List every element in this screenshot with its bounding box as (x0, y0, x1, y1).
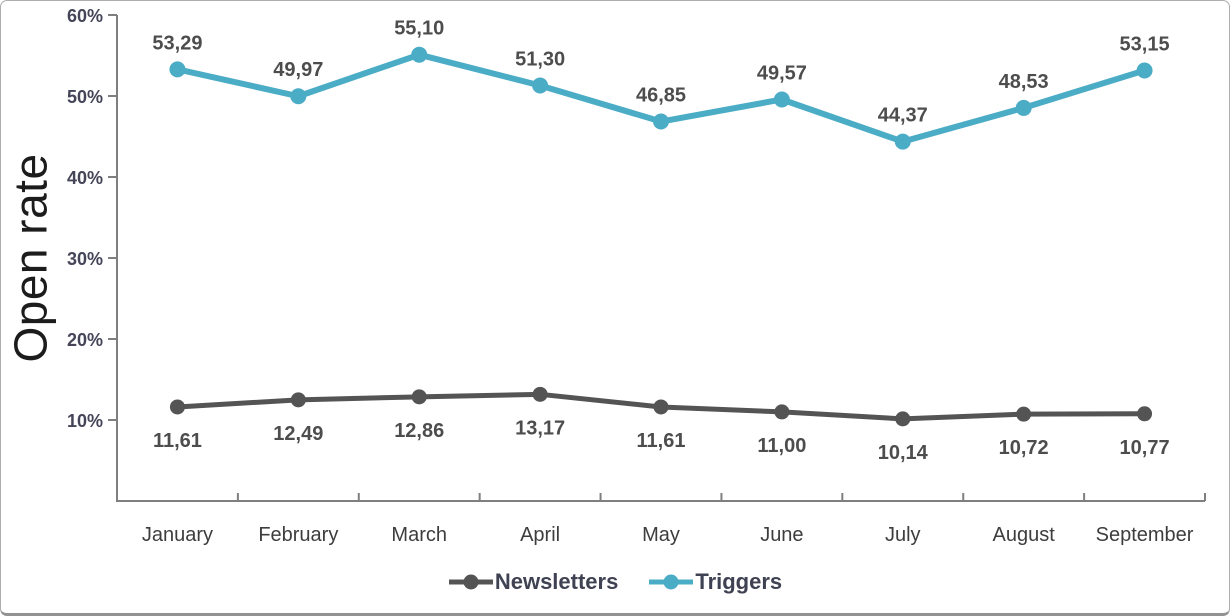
series-newsletters-marker (1137, 406, 1153, 422)
series-newsletters-marker (774, 404, 790, 420)
series-newsletters-marker (411, 389, 427, 405)
series-triggers-marker (653, 113, 669, 130)
legend-item-newsletters: Newsletters (448, 569, 619, 595)
series-newsletters-data-label: 10,77 (1120, 437, 1170, 459)
series-triggers-data-label: 53,15 (1120, 33, 1170, 55)
series-triggers-marker (894, 133, 911, 150)
series-newsletters-marker (532, 386, 548, 402)
x-category-label: January (142, 524, 213, 546)
y-tick-label: 10% (67, 411, 103, 431)
y-tick-label: 60% (67, 6, 103, 26)
series-triggers-marker (532, 77, 549, 94)
y-tick-label: 40% (67, 168, 103, 188)
y-tick-label: 30% (67, 249, 103, 269)
series-newsletters-data-label: 11,61 (637, 430, 686, 452)
x-category-label: September (1096, 524, 1194, 546)
x-category-label: June (760, 524, 803, 546)
legend: Newsletters Triggers (1, 565, 1229, 599)
series-triggers-data-label: 49,97 (273, 59, 323, 81)
series-newsletters-data-label: 10,72 (999, 437, 1049, 459)
triggers-legend-marker-icon (649, 574, 694, 590)
series-triggers-data-label: 48,53 (999, 71, 1049, 93)
series-triggers-data-label: 49,57 (757, 62, 807, 84)
series-newsletters-data-label: 13,17 (515, 417, 565, 439)
y-tick-label: 20% (67, 330, 103, 350)
series-triggers-data-label: 53,29 (152, 32, 202, 54)
series-triggers-marker (411, 46, 428, 63)
series-newsletters-data-label: 11,61 (153, 430, 202, 452)
series-newsletters-data-label: 12,86 (394, 420, 444, 442)
series-newsletters-data-label: 12,49 (273, 423, 323, 445)
legend-item-triggers: Triggers (648, 569, 782, 595)
series-triggers-marker (169, 61, 186, 78)
series-triggers-marker (290, 88, 307, 105)
series-triggers-marker (1015, 99, 1032, 116)
series-newsletters-marker (1016, 406, 1032, 422)
series-triggers-marker (1136, 62, 1153, 79)
x-category-label: April (520, 524, 560, 546)
series-triggers-data-label: 46,85 (636, 85, 686, 107)
newsletters-legend-marker-icon (448, 574, 493, 590)
x-category-label: August (993, 524, 1056, 546)
series-triggers-marker (773, 91, 790, 108)
series-triggers-data-label: 51,30 (515, 48, 565, 70)
series-triggers-data-label: 55,10 (394, 18, 444, 40)
x-category-label: March (391, 524, 447, 546)
series-newsletters-marker (169, 399, 185, 415)
series-newsletters-data-label: 11,00 (757, 435, 806, 457)
series-newsletters-marker (290, 392, 306, 408)
series-newsletters-marker (653, 399, 669, 415)
legend-label-newsletters: Newsletters (494, 569, 619, 594)
y-tick-label: 50% (67, 87, 103, 107)
x-category-label: February (258, 524, 338, 546)
x-category-label: July (885, 524, 921, 546)
x-category-label: May (642, 524, 680, 546)
series-newsletters-data-label: 10,14 (878, 442, 929, 464)
legend-label-triggers: Triggers (695, 569, 783, 594)
series-newsletters-marker (895, 411, 911, 427)
series-triggers-data-label: 44,37 (878, 105, 928, 127)
